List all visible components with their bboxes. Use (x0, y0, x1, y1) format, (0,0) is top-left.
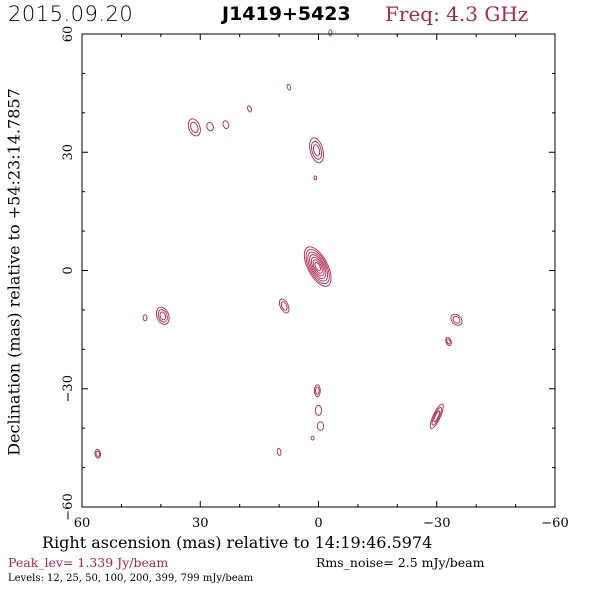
contour-line (309, 254, 327, 279)
contour-component (222, 120, 230, 129)
x-tick-label: −30 (423, 516, 450, 531)
contour-component (316, 421, 325, 431)
contour-line (309, 137, 324, 164)
contour-line (157, 309, 168, 323)
contour-component (310, 435, 315, 441)
source-name: J1419+5423 (222, 3, 351, 25)
contour-line (314, 405, 323, 416)
contour-line (310, 256, 325, 277)
contour-line (247, 105, 252, 113)
contour-line (142, 314, 148, 322)
contour-component (142, 314, 148, 322)
contour-component (313, 175, 317, 181)
contour-component (450, 313, 463, 326)
contour-component (313, 384, 321, 398)
contour-layer (94, 29, 463, 459)
contour-line (307, 251, 329, 282)
contour-component (309, 137, 324, 164)
contour-component (286, 83, 292, 91)
contour-line (445, 336, 452, 347)
contour-component (314, 405, 323, 416)
contour-line (431, 407, 442, 426)
contour-line (313, 384, 321, 398)
contour-line (280, 301, 288, 311)
rms-noise: Rms_noise= 2.5 mJy/beam (316, 555, 485, 570)
contour-component (328, 29, 333, 37)
contour-line (311, 140, 322, 160)
contour-component (156, 306, 170, 325)
contour-component (303, 246, 332, 287)
y-tick-label: 0 (61, 266, 76, 274)
contour-line (156, 306, 170, 325)
contour-component (276, 447, 282, 456)
contour-line (313, 175, 317, 181)
contour-component (206, 121, 214, 132)
axes-layer: 60 30 0 −30 −60 −60 −30 0 30 60 (61, 26, 569, 531)
contour-line (278, 298, 290, 314)
contour-component (278, 298, 290, 314)
y-tick-label: −60 (61, 493, 76, 520)
contour-component (187, 118, 201, 137)
contour-line (429, 403, 444, 430)
contour-component (429, 403, 444, 430)
contour-line (206, 121, 214, 132)
y-tick-label: −30 (61, 375, 76, 402)
contour-line (276, 447, 282, 456)
contour-line (315, 386, 320, 395)
contour-line (159, 311, 167, 321)
contour-line (190, 121, 199, 134)
contour-levels: Levels: 12, 25, 50, 100, 200, 399, 799 m… (8, 573, 254, 584)
x-tick-label: −60 (541, 516, 568, 531)
contour-line (95, 450, 100, 457)
contour-line (450, 313, 463, 326)
contour-line (286, 83, 292, 91)
contour-line (303, 246, 332, 287)
contour-line (305, 249, 330, 285)
frequency-label: Freq: 4.3 GHz (385, 2, 529, 26)
contour-line (310, 435, 315, 441)
peak-level: Peak_lev= 1.339 Jy/beam (8, 555, 169, 570)
contour-line (222, 120, 230, 129)
x-tick-label: 0 (314, 516, 322, 531)
contour-component (94, 449, 102, 459)
contour-line (312, 259, 323, 274)
contour-component (445, 336, 452, 347)
x-axis-label: Right ascension (mas) relative to 14:19:… (42, 533, 433, 552)
contour-line (433, 410, 441, 423)
contour-line (187, 118, 201, 137)
contour-line (452, 315, 461, 324)
y-tick-label: 30 (61, 144, 76, 161)
x-tick-label: 60 (74, 516, 91, 531)
contour-component (247, 105, 252, 113)
observation-date: 2015.09.20 (8, 2, 134, 26)
y-axis-label: Declination (mas) relative to +54:23:14.… (4, 88, 24, 456)
contour-line (446, 338, 451, 345)
contour-line (312, 144, 321, 157)
contour-line (94, 449, 102, 459)
x-tick-label: 30 (192, 516, 209, 531)
y-tick-label: 60 (61, 26, 76, 43)
contour-line (314, 261, 321, 272)
contour-line (328, 29, 333, 37)
contour-line (316, 421, 325, 431)
